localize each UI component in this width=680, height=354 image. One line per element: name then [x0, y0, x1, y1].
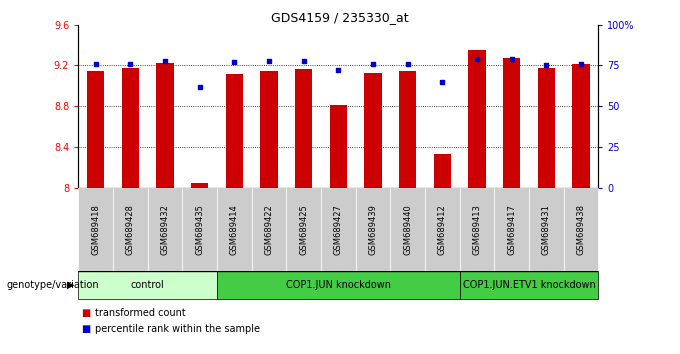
- Point: [159, 58, 170, 63]
- Point: [333, 68, 343, 73]
- Bar: [191, 183, 208, 188]
- Bar: [330, 105, 347, 188]
- Point: [263, 58, 274, 63]
- Text: COP1.JUN knockdown: COP1.JUN knockdown: [286, 280, 391, 290]
- Text: COP1.JUN.ETV1 knockdown: COP1.JUN.ETV1 knockdown: [462, 280, 596, 290]
- Text: GSM689413: GSM689413: [473, 204, 481, 255]
- Point: [228, 59, 239, 65]
- Bar: [364, 73, 381, 188]
- Bar: [87, 70, 104, 188]
- Point: [90, 61, 101, 67]
- Text: GSM689440: GSM689440: [403, 204, 412, 255]
- Bar: [390, 188, 425, 271]
- Bar: [182, 188, 217, 271]
- Text: GSM689427: GSM689427: [334, 204, 343, 255]
- Bar: [148, 188, 182, 271]
- Point: [402, 61, 413, 67]
- Bar: [295, 69, 312, 188]
- Bar: [460, 271, 598, 299]
- Bar: [286, 188, 321, 271]
- Text: genotype/variation: genotype/variation: [7, 280, 99, 290]
- Bar: [425, 188, 460, 271]
- Text: GSM689438: GSM689438: [577, 204, 585, 255]
- Text: GSM689435: GSM689435: [195, 204, 204, 255]
- Bar: [538, 68, 555, 188]
- Text: GSM689425: GSM689425: [299, 204, 308, 255]
- Text: GSM689428: GSM689428: [126, 204, 135, 255]
- Bar: [113, 188, 148, 271]
- Bar: [122, 68, 139, 188]
- Bar: [573, 64, 590, 188]
- Bar: [78, 271, 217, 299]
- Text: GSM689418: GSM689418: [91, 204, 100, 255]
- Bar: [260, 70, 277, 188]
- Text: GSM689432: GSM689432: [160, 204, 169, 255]
- Bar: [529, 188, 564, 271]
- Text: GSM689417: GSM689417: [507, 204, 516, 255]
- Bar: [217, 271, 460, 299]
- Bar: [399, 70, 416, 188]
- Point: [124, 61, 135, 67]
- Point: [541, 63, 551, 68]
- Bar: [156, 63, 173, 188]
- Bar: [460, 188, 494, 271]
- Bar: [494, 188, 529, 271]
- Bar: [503, 58, 520, 188]
- Text: ■: ■: [82, 324, 91, 334]
- Bar: [217, 188, 252, 271]
- Text: GSM689412: GSM689412: [438, 204, 447, 255]
- Text: percentile rank within the sample: percentile rank within the sample: [95, 324, 260, 334]
- Bar: [469, 50, 486, 188]
- Bar: [434, 154, 451, 188]
- Text: GSM689431: GSM689431: [542, 204, 551, 255]
- Bar: [252, 188, 286, 271]
- Point: [471, 56, 482, 62]
- Point: [575, 61, 586, 67]
- Text: transformed count: transformed count: [95, 308, 186, 318]
- Bar: [356, 188, 390, 271]
- Point: [194, 84, 205, 90]
- Bar: [226, 74, 243, 188]
- Bar: [564, 188, 598, 271]
- Bar: [321, 188, 356, 271]
- Text: control: control: [131, 280, 165, 290]
- Point: [506, 56, 517, 62]
- Point: [437, 79, 447, 85]
- Text: GSM689414: GSM689414: [230, 204, 239, 255]
- Text: GDS4159 / 235330_at: GDS4159 / 235330_at: [271, 11, 409, 24]
- Point: [367, 61, 378, 67]
- Bar: [78, 188, 113, 271]
- Text: ▶: ▶: [67, 280, 75, 290]
- Point: [298, 58, 309, 63]
- Text: ■: ■: [82, 308, 91, 318]
- Text: GSM689422: GSM689422: [265, 204, 273, 255]
- Text: GSM689439: GSM689439: [369, 204, 377, 255]
